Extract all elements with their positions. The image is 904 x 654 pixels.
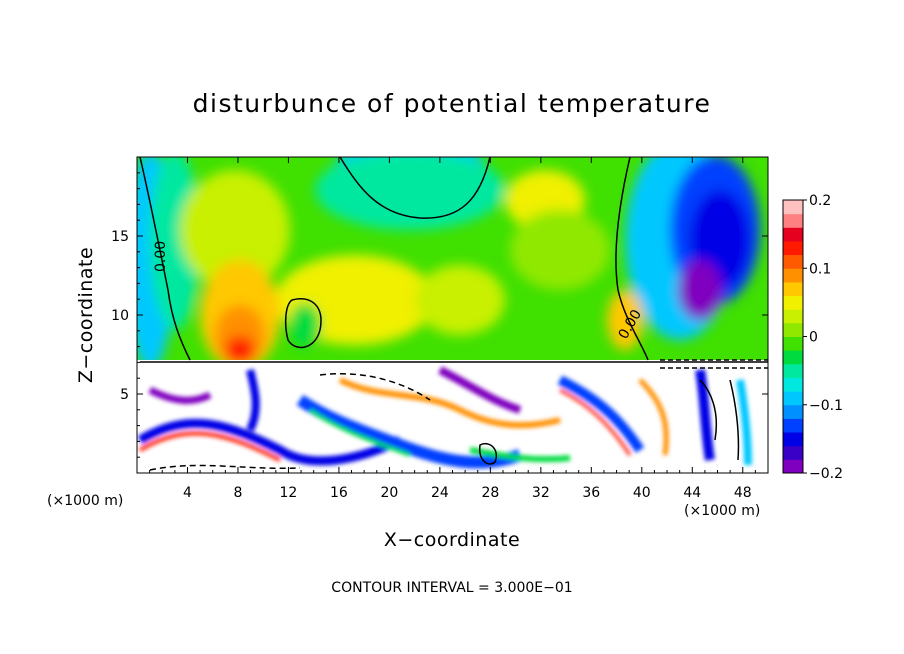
x-ticks: 4 8 12 16 20 24 28 32 36 40 44 48 <box>149 157 756 501</box>
field-streak <box>246 369 260 432</box>
field-streak <box>137 418 403 466</box>
contour-line <box>319 372 431 401</box>
colorbar-swatch <box>783 377 803 392</box>
colorbar-swatch <box>783 281 803 297</box>
contour-line <box>339 157 491 219</box>
field-blob <box>225 336 255 364</box>
x-tick-label: 20 <box>380 485 398 501</box>
y-unit-label: (×1000 m) <box>47 493 123 509</box>
colorbar-swatch <box>783 459 803 474</box>
x-tick-label: 8 <box>233 485 242 501</box>
colorbar-swatch <box>783 240 803 256</box>
field-blob <box>607 290 643 350</box>
colorbar-swatch <box>783 254 803 269</box>
field-streak <box>438 366 522 414</box>
colorbar-swatch <box>783 295 803 310</box>
colorbar-swatch <box>783 445 803 460</box>
field-streak <box>138 431 281 462</box>
colorbar-swatch <box>783 404 803 419</box>
y-tick-label: 15 <box>111 229 129 245</box>
x-unit-label: (×1000 m) <box>684 503 760 519</box>
colorbar-swatch <box>783 391 803 406</box>
x-tick-label: 16 <box>330 485 348 501</box>
y-tick-label: 5 <box>120 387 129 403</box>
contour-line <box>139 157 191 361</box>
x-axis-label: X−coordinate <box>384 529 520 551</box>
field-streak <box>736 379 752 466</box>
colorbar-swatch <box>783 418 803 433</box>
x-tick-label: 40 <box>633 485 651 501</box>
x-tick-label: 4 <box>183 485 192 501</box>
colorbar-swatch <box>783 268 803 283</box>
contour-lines <box>139 157 768 471</box>
field-streak <box>638 378 669 456</box>
colorbar-tick-label: 0.1 <box>809 261 831 277</box>
field-streak <box>695 369 715 461</box>
colorbar-swatch <box>783 336 803 351</box>
field-streak <box>557 375 645 453</box>
field-blob <box>180 170 290 290</box>
colorbar-swatch <box>783 213 803 228</box>
colorbar-tick-label: −0.2 <box>809 466 843 482</box>
x-tick-label: 44 <box>683 485 701 501</box>
chart-title: disturbunce of potential temperature <box>193 89 712 118</box>
field-blob <box>315 157 505 230</box>
contour-line <box>284 298 322 349</box>
colorbar-swatch <box>783 200 803 215</box>
contour-interval-note: CONTOUR INTERVAL = 3.000E−01 <box>331 580 572 596</box>
colorbar-tick-label: 0.2 <box>809 193 831 209</box>
colorbar-swatch <box>783 322 803 337</box>
contour-line <box>729 379 740 461</box>
field-blob <box>289 303 321 347</box>
field-blob <box>510 210 610 290</box>
x-tick-label: 24 <box>431 485 449 501</box>
contour-label: 0.00 <box>153 241 169 272</box>
colorbar: 0.2 0.1 0 −0.1 −0.2 <box>782 193 843 482</box>
x-tick-label: 36 <box>582 485 600 501</box>
colorbar-swatch <box>783 227 803 242</box>
x-tick-label: 48 <box>734 485 752 501</box>
field-blob <box>415 265 505 335</box>
x-tick-label: 28 <box>481 485 499 501</box>
y-tick-label: 10 <box>111 308 129 324</box>
x-tick-label: 12 <box>280 485 298 501</box>
field-streak <box>559 388 632 456</box>
colorbar-swatch <box>783 363 803 378</box>
contour-line <box>699 379 718 441</box>
contour-line <box>149 464 301 471</box>
colorbar-tick-label: 0 <box>809 330 818 346</box>
colorbar-swatch <box>783 309 803 324</box>
x-tick-label: 32 <box>532 485 550 501</box>
colorbar-swatch <box>783 350 803 365</box>
contour-line <box>479 443 497 465</box>
field-streak <box>308 408 411 457</box>
colorbar-swatch <box>783 432 803 447</box>
y-axis-label: Z−coordinate <box>75 247 97 383</box>
contour-line <box>615 157 649 361</box>
heatmap-field: 0.00 0.00 <box>137 157 768 473</box>
field-blob <box>678 260 722 320</box>
colorbar-tick-label: −0.1 <box>809 398 843 414</box>
y-ticks: 5 10 15 <box>111 172 768 458</box>
field-streak <box>338 377 561 429</box>
field-streak <box>148 386 212 404</box>
